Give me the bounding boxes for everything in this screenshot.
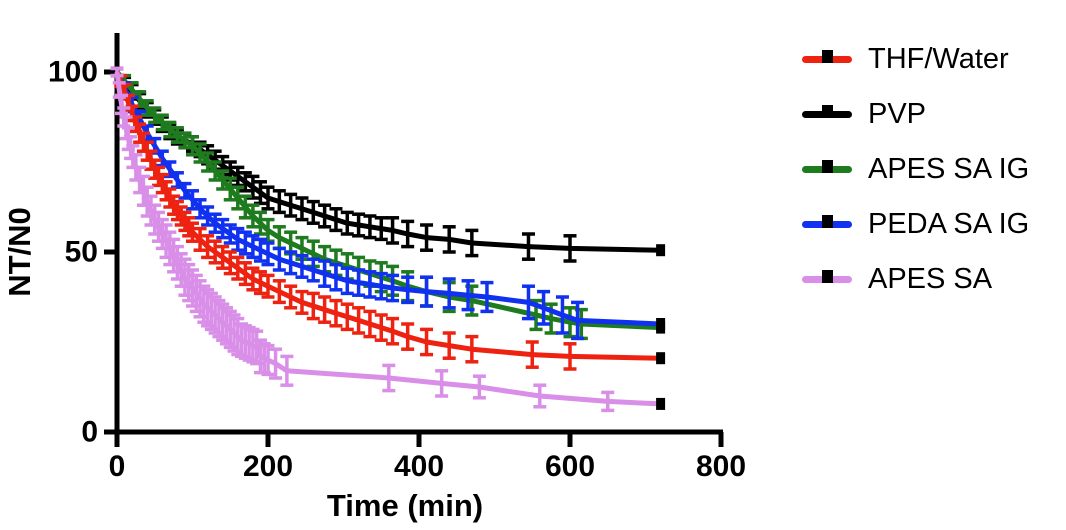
x-tick-label: 400 [394, 450, 444, 483]
legend-item-thf-water: THF/Water [802, 42, 1029, 76]
x-axis-title: Time (min) [327, 488, 483, 523]
series-peda-sa-ig [110, 66, 666, 341]
legend-item-apes-sa-ig: APES SA IG [802, 152, 1029, 186]
x-tick-label: 200 [243, 450, 293, 483]
x-tick-label: 0 [109, 450, 126, 483]
legend-swatch-marker [822, 105, 833, 118]
legend-swatch-marker [822, 160, 833, 173]
end-point-marker [656, 318, 666, 330]
legend-swatch-marker [822, 215, 833, 228]
legend-label: PVP [868, 97, 927, 130]
series-line [114, 71, 661, 407]
legend-swatch [802, 97, 852, 131]
end-point-marker [656, 244, 666, 257]
legend-swatch [802, 262, 852, 296]
legend-label: THF/Water [868, 42, 1009, 75]
y-tick-label: 100 [48, 56, 98, 89]
legend-item-pvp: PVP [802, 97, 1029, 131]
legend-label: PEDA SA IG [868, 207, 1030, 240]
series-thf-water [110, 66, 666, 371]
legend-swatch [802, 207, 852, 241]
series-layer [110, 66, 666, 413]
legend-swatch [802, 152, 852, 186]
legend-swatch-marker [822, 50, 833, 63]
y-axis-title: NT/N0 [2, 207, 37, 297]
legend-item-apes-sa: APES SA [802, 262, 1029, 296]
legend-swatch [802, 42, 852, 76]
series-apes-sa [110, 66, 666, 413]
legend: THF/Water PVP APES SA IG PEDA SA IG APES SA [802, 42, 1029, 317]
y-tick-label: 50 [65, 236, 98, 269]
legend-swatch-marker [822, 270, 833, 283]
x-tick-label: 800 [696, 450, 746, 483]
y-tick-label: 0 [81, 416, 98, 449]
legend-item-peda-sa-ig: PEDA SA IG [802, 207, 1029, 241]
axes: 0 50 100 0 200 400 600 800 [48, 33, 746, 483]
end-point-marker [656, 397, 666, 410]
chart-canvas: 0 50 100 0 200 400 600 800 Time (min) NT/N0 [2, 33, 746, 523]
end-point-marker [656, 352, 666, 365]
x-tick-label: 600 [545, 450, 595, 483]
legend-label: APES SA [868, 262, 993, 295]
legend-label: APES SA IG [868, 152, 1030, 185]
